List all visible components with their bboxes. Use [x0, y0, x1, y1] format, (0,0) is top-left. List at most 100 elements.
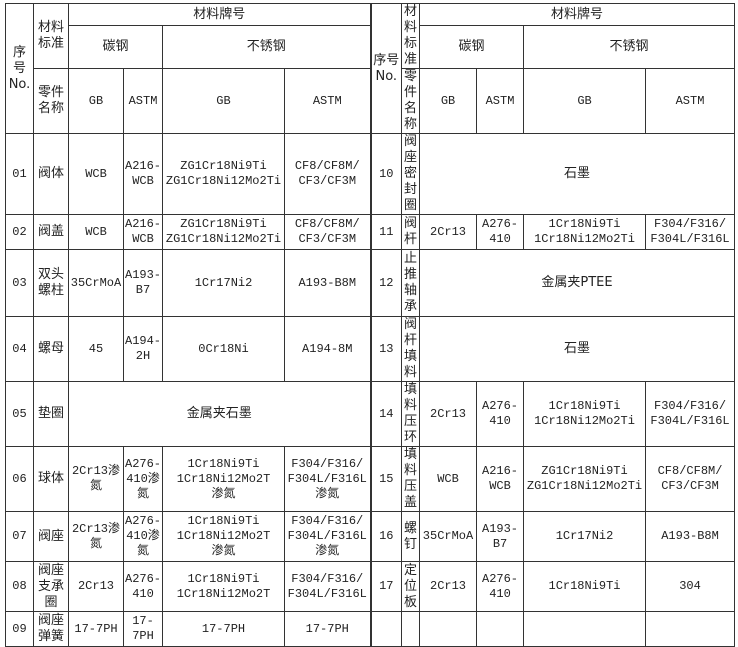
header-carbon-gb-right: GB — [419, 68, 478, 134]
table-row: 03 双头 螺柱 35CrMoA A193- B7 1Cr17Ni2 A193-B8M 12… — [5, 249, 736, 317]
header-stainless-gb-right: GB — [523, 68, 647, 134]
carbon-astm-right — [476, 611, 525, 647]
carbon-astm: A194- 2H — [123, 316, 163, 382]
stainless-astm-right — [645, 611, 736, 647]
stainless-astm-right: F304/F316/ F304L/F316L — [645, 381, 736, 447]
part-name-right: 阀座密封圈 — [401, 133, 421, 215]
stainless-astm-right: A193-B8M — [645, 511, 736, 562]
table-row: 01 阀体 WCB A216- WCB ZG1Cr18Ni9Ti ZG1Cr18Ni12… — [5, 133, 736, 215]
stainless-gb: ZG1Cr18Ni9Ti ZG1Cr18Ni12Mo2Ti — [162, 214, 285, 250]
carbon-gb: 45 — [68, 316, 124, 382]
table-row: 09 阀座 弹簧 17-7PH 17- 7PH 17-7PH 17-7PH — [5, 611, 736, 647]
part-name-right: 填料压盖 — [401, 446, 421, 512]
table-row: 07 阀座 2Cr13渗 氮 A276- 410渗 氮 1Cr18Ni9Ti 1Cr18… — [5, 511, 736, 562]
carbon-astm: A216- WCB — [123, 133, 163, 215]
row-number: 07 — [5, 511, 34, 562]
table-row: 08 阀座 支承 圈 2Cr13 A276- 410 1Cr18Ni9Ti 1Cr18N… — [5, 561, 736, 612]
header-carbon-astm: ASTM — [123, 68, 163, 134]
carbon-gb: 17-7PH — [68, 611, 124, 647]
stainless-astm: F304/F316/ F304L/F316L 渗氮 — [283, 511, 372, 562]
carbon-astm-right: A276- 410 — [476, 561, 525, 612]
stainless-gb-right: 1Cr18Ni9Ti — [523, 561, 647, 612]
stainless-astm: 17-7PH — [283, 611, 372, 647]
valve-material-table: 序号 No. 材料标准 材料牌号 序号 No. 材料标准 材料牌号 碳钢 不锈钢… — [5, 3, 736, 647]
merged-material-right: 石墨 — [419, 133, 736, 215]
carbon-astm-right: A193- B7 — [476, 511, 525, 562]
stainless-gb-right: 1Cr17Ni2 — [523, 511, 647, 562]
header-no-right: 序号 No. — [369, 3, 403, 134]
stainless-gb-right: 1Cr18Ni9Ti 1Cr18Ni12Mo2Ti — [523, 381, 647, 447]
part-name: 阀盖 — [33, 214, 69, 250]
header-stainless-gb: GB — [162, 68, 285, 134]
row-number-right: 17 — [369, 561, 403, 612]
header-stainless-astm-right: ASTM — [645, 68, 736, 134]
part-name: 阀体 — [33, 133, 69, 215]
stainless-gb: 1Cr18Ni9Ti 1Cr18Ni12Mo2T — [162, 561, 285, 612]
stainless-gb: 1Cr18Ni9Ti 1Cr18Ni12Mo2T 渗氮 — [162, 446, 285, 512]
header-stainless-steel-right: 不锈钢 — [523, 25, 736, 69]
stainless-gb-right: ZG1Cr18Ni9Ti ZG1Cr18Ni12Mo2Ti — [523, 446, 647, 512]
carbon-astm: A216- WCB — [123, 214, 163, 250]
part-name-right: 止推轴承 — [401, 249, 421, 317]
table-row: 04 螺母 45 A194- 2H 0Cr18Ni A194-8M 13 阀杆填料 石墨 — [5, 316, 736, 382]
row-number: 02 — [5, 214, 34, 250]
stainless-gb-right — [523, 611, 647, 647]
carbon-astm: A276- 410 — [123, 561, 163, 612]
row-number-right: 11 — [369, 214, 403, 250]
stainless-astm-right: F304/F316/ F304L/F316L — [645, 214, 736, 250]
row-number-right: 14 — [369, 381, 403, 447]
stainless-astm: A193-B8M — [283, 249, 372, 317]
part-name-right: 阀杆 — [401, 214, 421, 250]
row-number-right — [369, 611, 403, 647]
row-number: 04 — [5, 316, 34, 382]
carbon-astm-right: A216- WCB — [476, 446, 525, 512]
stainless-astm: F304/F316/ F304L/F316L 渗氮 — [283, 446, 372, 512]
part-name: 阀座 支承 圈 — [33, 561, 69, 612]
header-carbon-steel-right: 碳钢 — [419, 25, 525, 69]
carbon-astm: A276- 410渗 氮 — [123, 446, 163, 512]
merged-material-right: 石墨 — [419, 316, 736, 382]
carbon-astm-right: A276- 410 — [476, 381, 525, 447]
row-number-right: 10 — [369, 133, 403, 215]
table-row: 05 垫圈 金属夹石墨 14 填料压环 2Cr13 A276- 410 1Cr18Ni9Ti … — [5, 381, 736, 447]
header-carbon-steel: 碳钢 — [68, 25, 163, 69]
part-name-right: 填料压环 — [401, 381, 421, 447]
stainless-gb: ZG1Cr18Ni9Ti ZG1Cr18Ni12Mo2Ti — [162, 133, 285, 215]
row-number: 09 — [5, 611, 34, 647]
carbon-gb-right: 2Cr13 — [419, 561, 478, 612]
part-name-right: 阀杆填料 — [401, 316, 421, 382]
stainless-astm-right: CF8/CF8M/ CF3/CF3M — [645, 446, 736, 512]
carbon-astm: A276- 410渗 氮 — [123, 511, 163, 562]
stainless-astm: F304/F316/ F304L/F316L — [283, 561, 372, 612]
part-name-right: 螺钉 — [401, 511, 421, 562]
row-number: 03 — [5, 249, 34, 317]
stainless-astm: CF8/CF8M/ CF3/CF3M — [283, 133, 372, 215]
carbon-gb-right — [419, 611, 478, 647]
carbon-gb: WCB — [68, 133, 124, 215]
merged-material: 金属夹石墨 — [67, 381, 372, 447]
row-number: 08 — [5, 561, 34, 612]
stainless-astm: CF8/CF8M/ CF3/CF3M — [283, 214, 372, 250]
table-row: 02 阀盖 WCB A216- WCB ZG1Cr18Ni9Ti ZG1Cr18Ni12… — [5, 214, 736, 250]
part-name: 双头 螺柱 — [33, 249, 69, 317]
carbon-gb-right: WCB — [419, 446, 478, 512]
row-number: 06 — [5, 446, 34, 512]
merged-material-right: 金属夹PTEE — [419, 249, 736, 317]
carbon-astm: 17- 7PH — [123, 611, 163, 647]
row-number-right: 13 — [369, 316, 403, 382]
carbon-gb-right: 35CrMoA — [419, 511, 478, 562]
part-name: 球体 — [33, 446, 69, 512]
header-standard-right: 材料标准 — [401, 3, 421, 69]
table-row: 06 球体 2Cr13渗 氮 A276- 410渗 氮 1Cr18Ni9Ti 1Cr18… — [5, 446, 736, 512]
part-name: 垫圈 — [33, 381, 69, 447]
carbon-astm: A193- B7 — [123, 249, 163, 317]
carbon-astm-right: A276- 410 — [476, 214, 525, 250]
stainless-gb: 0Cr18Ni — [162, 316, 285, 382]
part-name-right — [401, 611, 421, 647]
header-part-name-right: 零件名称 — [401, 68, 421, 134]
carbon-gb: 2Cr13渗 氮 — [68, 446, 124, 512]
part-name: 阀座 弹簧 — [33, 611, 69, 647]
header-grade: 材料牌号 — [67, 3, 372, 26]
stainless-gb-right: 1Cr18Ni9Ti 1Cr18Ni12Mo2Ti — [523, 214, 647, 250]
part-name: 阀座 — [33, 511, 69, 562]
